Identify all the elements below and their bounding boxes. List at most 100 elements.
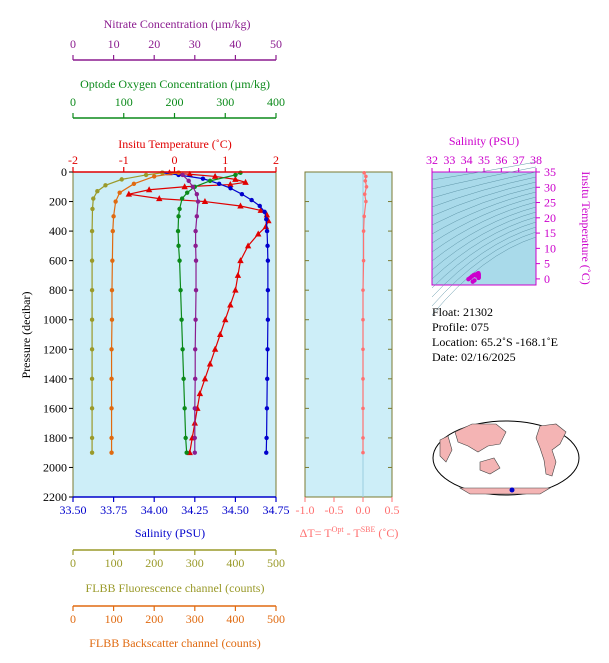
temperature-point: [234, 271, 242, 278]
ts-y-tick-label: 5: [544, 257, 550, 271]
backscatter-point: [113, 199, 118, 204]
temperature-point: [242, 178, 249, 185]
density-contour: [431, 176, 537, 208]
salinity-point: [265, 376, 270, 382]
temperature-point: [255, 230, 262, 237]
fluorescence-point: [89, 450, 95, 455]
oxygen-point: [184, 190, 190, 195]
backscatter-tick-label: 400: [226, 612, 244, 626]
temperature-point: [237, 202, 244, 209]
pressure-tick-label: 200: [49, 195, 67, 209]
pressure-tick-label: 400: [49, 224, 67, 238]
salinity-point: [264, 450, 269, 455]
salinity-point: [216, 181, 222, 187]
fluorescence-tick-label: 300: [186, 556, 204, 570]
fluorescence-tick-label: 200: [145, 556, 163, 570]
backscatter-point: [131, 181, 137, 187]
oxygen-point: [176, 214, 181, 219]
temperature-tick-label: 1: [222, 153, 228, 167]
temperature-point: [186, 170, 193, 177]
delta-point: [362, 214, 366, 219]
salinity-point: [265, 317, 271, 322]
backscatter-point: [110, 258, 115, 263]
ts-salinity-title: Salinity (PSU): [449, 134, 519, 148]
temperature-point: [227, 301, 234, 308]
density-contour: [431, 166, 537, 190]
pressure-tick-label: 800: [49, 283, 67, 297]
land-americas: [535, 423, 567, 477]
fluorescence-point: [91, 196, 96, 201]
density-contour: [431, 186, 537, 226]
delta-point: [364, 184, 369, 189]
nitrate-axis-title: Nitrate Concentration (µm/kg): [104, 17, 251, 31]
density-contour: [431, 181, 537, 217]
oxygen-point: [177, 206, 182, 212]
world-map: [432, 420, 580, 496]
backscatter-axis-title: FLBB Backscatter channel (counts): [89, 636, 261, 650]
delta-point: [361, 347, 365, 352]
fluorescence-axis-title: FLBB Fluorescence channel (counts): [86, 581, 265, 595]
delta-tick-label: -1.0: [296, 503, 315, 517]
delta-point: [362, 192, 367, 196]
main-plot-area: [72, 171, 277, 498]
nitrate-point: [192, 406, 197, 411]
nitrate-point: [180, 172, 185, 178]
salinity-tick-label: 34.50: [222, 503, 249, 517]
temperature-tick-label: -1: [119, 153, 129, 167]
fluorescence-point: [89, 258, 95, 263]
delta-point: [362, 170, 366, 175]
fluorescence-point: [95, 189, 100, 194]
temperature-point: [211, 345, 219, 352]
fluorescence-point: [90, 206, 95, 212]
density-contour: [431, 196, 537, 244]
nitrate-point: [193, 228, 198, 234]
delta-point: [364, 174, 368, 179]
delta-tick-label: 0.0: [356, 503, 371, 517]
nitrate-point: [193, 317, 198, 322]
salinity-point: [239, 191, 245, 197]
oxygen-point: [178, 287, 183, 293]
fluorescence-point: [119, 177, 124, 182]
backscatter-point: [110, 228, 115, 234]
salinity-point: [265, 243, 270, 249]
nitrate-point: [195, 199, 201, 204]
nitrate-tick-label: 50: [270, 37, 282, 51]
nitrate-point: [190, 184, 195, 189]
salinity-tick-label: 34.25: [181, 503, 208, 517]
nitrate-tick-label: 30: [189, 37, 201, 51]
density-contour: [431, 201, 537, 253]
fluorescence-point: [89, 406, 95, 411]
oxygen-point: [177, 258, 182, 263]
delta-point: [361, 229, 366, 233]
density-contour: [431, 226, 537, 298]
backscatter-point: [109, 287, 115, 293]
density-contour: [431, 191, 537, 235]
delta-point: [364, 199, 368, 204]
temperature-point: [196, 390, 204, 397]
ts-x-tick-label: 34: [461, 153, 473, 167]
temperature-point: [201, 375, 209, 382]
ts-plot-area: [431, 171, 537, 286]
density-contour: [431, 236, 537, 316]
delta-point: [361, 258, 366, 263]
ts-x-tick-label: 32: [426, 153, 438, 167]
density-contour: [431, 216, 537, 280]
fluorescence-tick-label: 400: [226, 556, 244, 570]
delta-tick-label: 0.5: [385, 503, 400, 517]
fluorescence-point: [89, 228, 95, 234]
oxygen-tick-label: 400: [267, 95, 285, 109]
nitrate-point: [193, 258, 199, 263]
oxygen-point: [180, 347, 185, 352]
oxygen-point: [179, 317, 184, 322]
pressure-tick-label: 600: [49, 254, 67, 268]
nitrate-point: [193, 347, 198, 352]
nitrate-point: [194, 214, 200, 219]
temperature-point: [237, 257, 244, 264]
density-contour: [431, 206, 537, 262]
delta-point: [361, 436, 365, 440]
salinity-point: [228, 186, 233, 191]
temperature-point: [257, 206, 264, 213]
temperature-point: [262, 223, 270, 230]
salinity-point: [264, 228, 270, 234]
temperature-point: [222, 316, 229, 323]
